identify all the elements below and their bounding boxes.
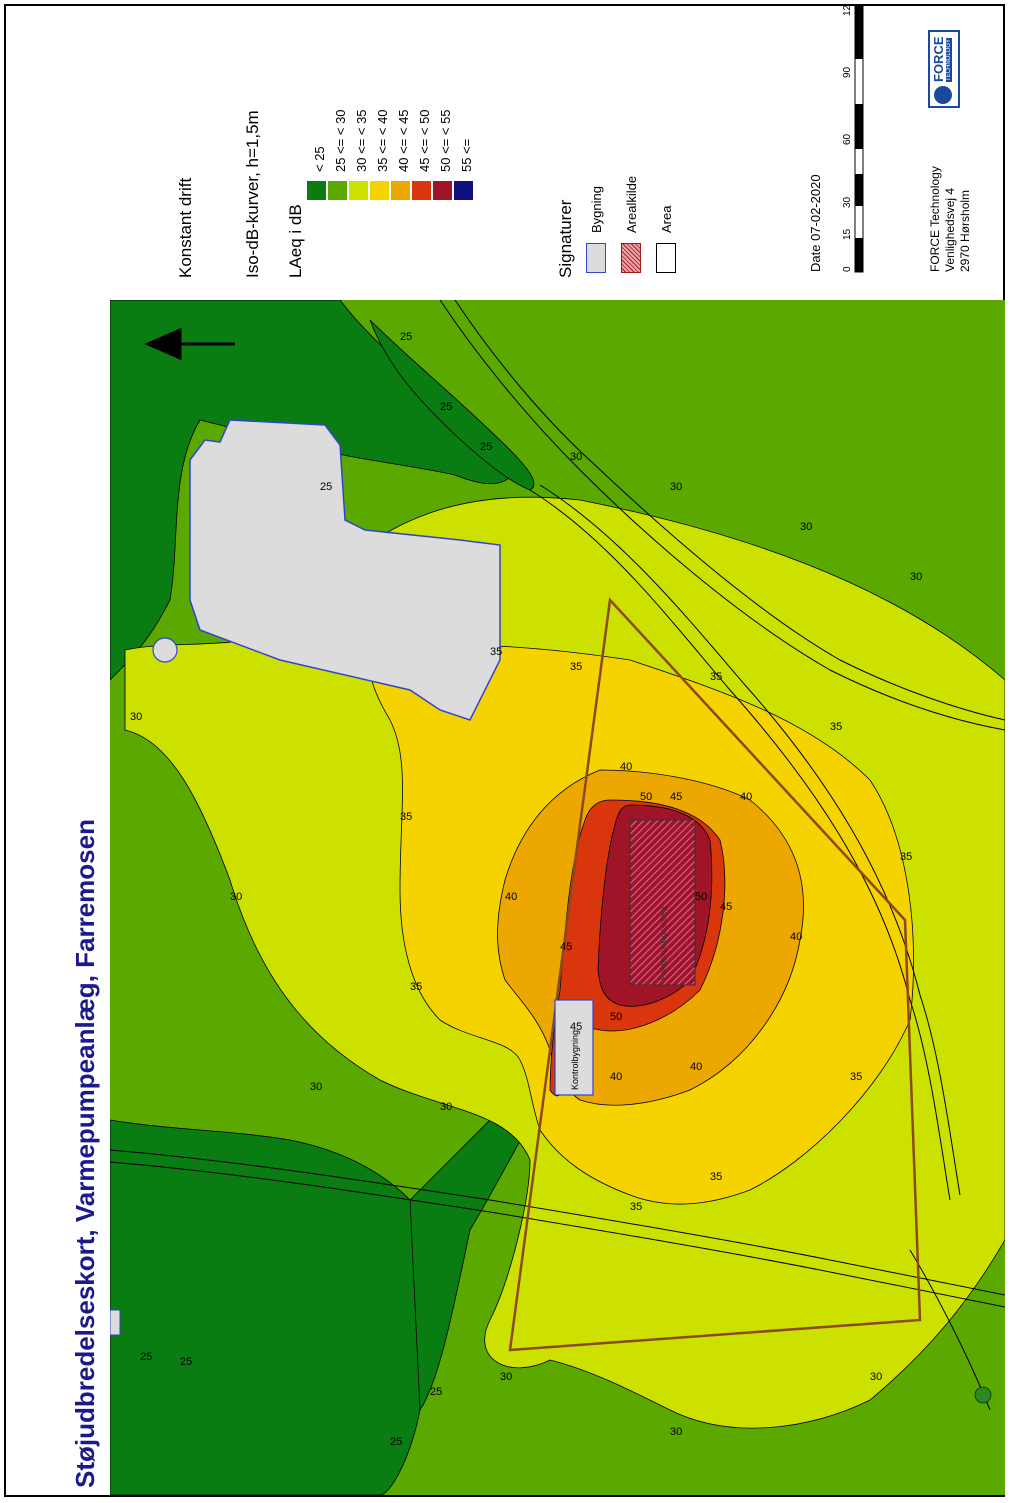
svg-text:25: 25 — [430, 1386, 442, 1398]
svg-text:35: 35 — [630, 1201, 642, 1213]
legend-swatch-35-40 — [370, 181, 389, 200]
svg-text:40: 40 — [690, 1061, 702, 1073]
svg-text:40: 40 — [505, 891, 517, 903]
signature-swatch-area-source — [621, 243, 641, 273]
svg-text:25: 25 — [180, 1356, 192, 1368]
legend-swatch-25-30 — [328, 181, 347, 200]
zone-lt25-strip — [369, 319, 535, 491]
legend-line1: Konstant drift — [176, 177, 195, 278]
legend-class-35-40: 35 <= < 40 — [375, 109, 390, 172]
legend-class-55plus: 55 <= — [459, 138, 474, 172]
legend-class-45-50: 45 <= < 50 — [417, 109, 432, 172]
svg-text:35: 35 — [900, 851, 912, 863]
control-building — [554, 999, 594, 1096]
signature-label-building: Bygning — [589, 186, 604, 233]
svg-text:35: 35 — [710, 1171, 722, 1183]
company-city: 2970 Hørsholm — [958, 189, 972, 272]
legend-swatch-45-50 — [412, 181, 431, 200]
svg-text:30: 30 — [570, 451, 582, 463]
signatures-heading: Signaturer — [556, 199, 575, 278]
svg-text:35: 35 — [490, 646, 502, 658]
svg-text:45: 45 — [560, 941, 572, 953]
svg-text:30: 30 — [310, 1081, 322, 1093]
svg-text:30: 30 — [230, 891, 242, 903]
svg-text:50: 50 — [640, 791, 652, 803]
roads — [110, 300, 1005, 1411]
svg-text:25: 25 — [320, 481, 332, 493]
svg-text:30: 30 — [870, 1371, 882, 1383]
legend-heading: LAeq i dB — [286, 204, 305, 278]
svg-text:40: 40 — [740, 791, 752, 803]
zone-lt25-wedge — [409, 1059, 561, 1412]
site-outline — [508, 597, 922, 1352]
svg-text:50: 50 — [610, 1011, 622, 1023]
svg-text:45: 45 — [720, 901, 732, 913]
silo-building — [152, 637, 178, 663]
svg-text:35: 35 — [710, 671, 722, 683]
legend-swatch-40-45 — [391, 181, 410, 200]
legend-class-lt25: < 25 — [312, 146, 327, 172]
noise-map: 25 25 25 25 25 25 25 25 30 30 30 30 30 3… — [110, 300, 1005, 1495]
scale-tick-60: 60 — [842, 133, 853, 145]
legend-class-40-45: 40 <= < 45 — [396, 109, 411, 172]
signature-swatch-building — [586, 243, 606, 273]
svg-text:30: 30 — [670, 481, 682, 493]
map-title: Støjudbredelseskort, Varmepumpeanlæg, Fa… — [70, 819, 100, 1488]
company-name: FORCE Technology — [928, 166, 942, 272]
svg-text:25: 25 — [400, 331, 412, 343]
svg-text:30: 30 — [910, 571, 922, 583]
source-area-label: Fordampningsanlæg — [659, 907, 668, 980]
control-building-label: Kontrolbygning — [570, 1030, 580, 1090]
scale-bar — [854, 4, 864, 273]
force-logo-text: FORCE — [931, 36, 946, 83]
svg-text:35: 35 — [410, 981, 422, 993]
svg-text:40: 40 — [790, 931, 802, 943]
force-logo-sub: TECHNOLOGY — [946, 37, 952, 82]
scale-tick-90: 90 — [842, 66, 853, 78]
legend-swatch-lt25 — [307, 181, 326, 200]
svg-text:30: 30 — [440, 1101, 452, 1113]
legend-class-50-55: 50 <= < 55 — [438, 109, 453, 172]
svg-text:30: 30 — [800, 521, 812, 533]
north-arrow-icon — [144, 327, 235, 361]
signature-label-area: Area — [659, 205, 674, 233]
signature-swatch-area — [656, 243, 676, 273]
svg-text:25: 25 — [480, 441, 492, 453]
main-building — [189, 419, 501, 721]
svg-text:40: 40 — [610, 1071, 622, 1083]
scale-tick-15: 15 — [842, 228, 853, 240]
svg-text:25: 25 — [440, 401, 452, 413]
source-area — [629, 819, 696, 986]
force-logo-icon — [934, 86, 952, 104]
signature-label-area-source: Arealkilde — [624, 175, 639, 233]
west-building — [110, 1309, 121, 1336]
force-logo: FORCE TECHNOLOGY — [928, 30, 960, 108]
svg-text:25: 25 — [140, 1351, 152, 1363]
svg-text:45: 45 — [670, 791, 682, 803]
svg-text:35: 35 — [850, 1071, 862, 1083]
legend-class-25-30: 25 <= < 30 — [333, 109, 348, 172]
svg-text:45: 45 — [570, 1021, 582, 1033]
svg-text:40: 40 — [620, 761, 632, 773]
scale-tick-0: 0 — [842, 266, 853, 272]
scale-tick-30: 30 — [842, 196, 853, 208]
svg-text:30: 30 — [670, 1426, 682, 1438]
svg-text:30: 30 — [130, 711, 142, 723]
legend-class-30-35: 30 <= < 35 — [354, 109, 369, 172]
legend-swatch-55plus — [454, 181, 473, 200]
svg-text:35: 35 — [400, 811, 412, 823]
legend-line2: Iso-dB-kurver, h=1,5m — [243, 110, 262, 278]
scale-tick-12: 12 — [842, 4, 853, 16]
svg-text:35: 35 — [830, 721, 842, 733]
legend-swatch-50-55 — [433, 181, 452, 200]
company-street: Venlighedsvej 4 — [943, 187, 957, 272]
map-date: Date 07-02-2020 — [808, 174, 823, 272]
svg-text:25: 25 — [390, 1436, 402, 1448]
contour-labels: 25 25 25 25 25 25 25 25 30 30 30 30 30 3… — [130, 331, 922, 1448]
legend-swatch-30-35 — [349, 181, 368, 200]
east-marker — [974, 1386, 992, 1404]
svg-text:35: 35 — [570, 661, 582, 673]
svg-text:30: 30 — [500, 1371, 512, 1383]
svg-text:50: 50 — [695, 891, 707, 903]
